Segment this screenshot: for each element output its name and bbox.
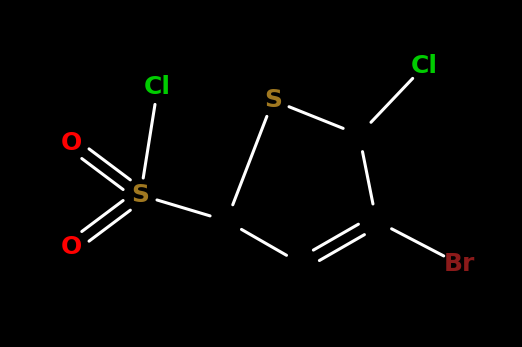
Text: S: S: [132, 183, 149, 207]
Text: Cl: Cl: [144, 75, 171, 100]
Text: O: O: [61, 132, 82, 155]
Text: Cl: Cl: [411, 54, 438, 78]
Text: S: S: [264, 88, 282, 112]
Text: Br: Br: [443, 252, 474, 276]
Text: O: O: [61, 235, 82, 259]
